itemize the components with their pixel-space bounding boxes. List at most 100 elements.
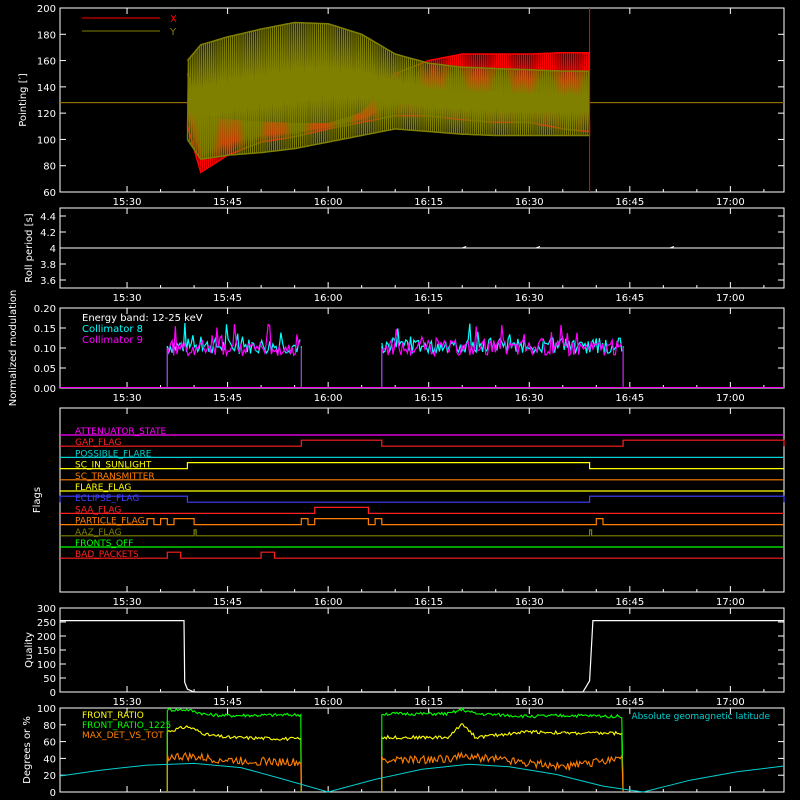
legend-label-X: X [170,14,177,25]
series-1-segment-1 [381,707,624,793]
series-Y-line [186,22,591,160]
x-tick-label: 17:00 [716,293,745,304]
x-tick-label: 16:30 [515,293,544,304]
x-tick-label: 15:45 [213,293,242,304]
y-tick-label: 60 [43,188,56,199]
x-tick-label: 15:30 [113,393,142,404]
y-tick-label: 0 [50,788,56,799]
legend-label-1: FRONT_RATIO_1225 [82,721,171,731]
y-tick-label: 80 [43,162,56,173]
x-tick-label: 15:30 [113,197,142,208]
flag-line-aaz_flag [60,529,784,537]
x-tick-label: 15:30 [113,293,142,304]
x-tick-label: 16:15 [414,197,443,208]
flag-label: AAZ_FLAG [75,528,122,538]
x-tick-label: 16:15 [414,293,443,304]
y-tick-label: 180 [37,30,56,41]
panel-frame-5 [59,707,785,793]
legend-label-0: FRONT_RATIO [82,711,144,721]
flag-line-particle_flag [60,517,784,526]
y-tick-label: 20 [43,771,56,782]
x-tick-label: 16:45 [615,293,644,304]
y-tick-label: 4.4 [40,212,56,223]
x-tick-label: 16:00 [314,293,343,304]
x-tick-label: 16:45 [615,393,644,404]
roll-period-blip [669,246,675,249]
y-axis-label: Degrees or % [22,716,33,784]
flag-label: FLARE_FLAG [75,483,131,493]
legend-label-2: MAX_DET_VS_TOT [82,731,164,741]
y-axis-label: Roll period [s] [24,213,35,282]
flag-label: PARTICLE_FLAG [75,517,145,527]
x-tick-label: 16:45 [615,697,644,708]
x-tick-label: 16:30 [515,697,544,708]
y-tick-label: 60 [43,738,56,749]
legend-label-Y: Y [169,27,177,38]
x-tick-label: 17:00 [716,393,745,404]
flag-label: FRONTS_OFF [75,539,133,549]
x-tick-label: 15:30 [113,597,142,608]
x-tick-label: 16:00 [314,393,343,404]
quality-line [60,619,784,693]
flag-label: BAD_PACKETS [75,550,139,560]
y-axis-label: Flags [32,487,43,513]
y-tick-label: 120 [37,109,56,120]
x-tick-label: 16:30 [515,197,544,208]
y-tick-label: 250 [37,618,56,629]
flag-line-saa_flag [60,506,784,515]
y-tick-label: 160 [37,57,56,68]
geomagnetic-latitude-line [59,762,785,793]
y-tick-label: 150 [37,646,56,657]
series-2-segment-1 [381,751,624,793]
y-tick-label: 140 [37,83,56,94]
panel-frame-0 [59,7,785,193]
y-tick-label: 200 [37,4,56,15]
y-tick-label: 50 [43,674,56,685]
x-tick-label: 17:00 [716,197,745,208]
x-tick-label: 16:15 [414,393,443,404]
y-tick-label: 3.8 [40,260,56,271]
y-tick-label: 4.2 [40,228,56,239]
x-tick-label: 17:00 [716,697,745,708]
series-Y-upper-envelope [186,21,590,72]
flag-label: POSSIBLE_FLARE [75,449,152,459]
x-tick-label: 16:30 [515,393,544,404]
x-tick-label: 15:45 [213,393,242,404]
y-tick-label: 200 [37,632,56,643]
flag-label: GAP_FLAG [75,438,121,448]
series-0-segment-1 [381,723,624,793]
y-tick-label: 4 [50,244,56,255]
flag-label: ECLIPSE_FLAG [75,494,139,504]
x-tick-label: 16:15 [414,597,443,608]
x-tick-label: 15:45 [213,697,242,708]
legend-label-0: Collimator 8 [82,324,143,335]
flag-line-eclipse_flag [59,495,785,503]
y-tick-label: 0.20 [34,304,56,315]
series-0-segment-0 [166,725,302,793]
y-tick-label: 100 [37,660,56,671]
x-tick-label: 16:00 [314,597,343,608]
y-axis-label: Pointing [′] [18,73,29,127]
series-1-segment-0 [166,707,302,793]
x-tick-label: 17:00 [716,597,745,608]
y-tick-label: 0.05 [34,364,56,375]
flag-label: SC_IN_SUNLIGHT [75,461,152,471]
y-tick-label: 300 [37,604,56,615]
x-tick-label: 16:15 [414,697,443,708]
legend-label-1: Collimator 9 [82,335,143,346]
flag-label: SC_TRANSMITTER [75,472,155,482]
series-1-segment-0 [166,323,301,358]
y-tick-label: 100 [37,704,56,715]
roll-period-blip [462,246,467,249]
y-tick-label: 0 [50,688,56,699]
y-tick-label: 3.6 [40,276,56,287]
y-tick-label: 0.00 [34,384,56,395]
flag-line-gap_flag [60,439,785,447]
x-tick-label: 16:30 [515,597,544,608]
y-tick-label: 100 [37,135,56,146]
x-tick-label: 15:45 [213,197,242,208]
legend-label-geomag: Absolute geomagnetic latitude [631,712,770,722]
y-tick-label: 40 [43,754,56,765]
x-tick-label: 15:30 [113,697,142,708]
